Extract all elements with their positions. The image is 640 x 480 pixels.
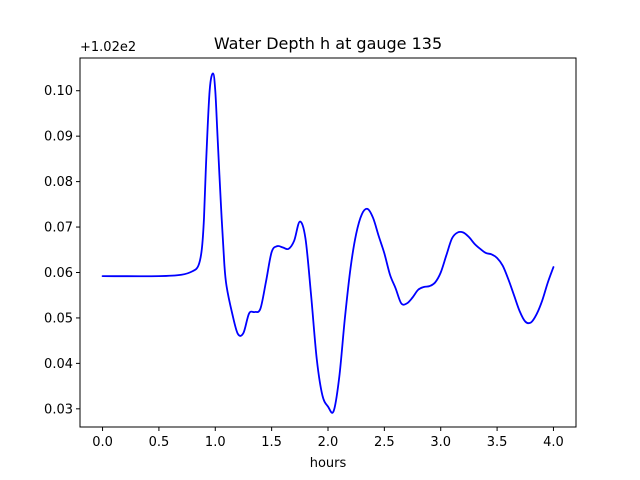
series-line-water-depth	[101, 72, 555, 414]
y-tick-label: 0.04	[44, 357, 73, 372]
y-offset-label: +1.02e2	[80, 40, 136, 55]
y-tick-label: 0.08	[44, 175, 73, 190]
x-axis-label: hours	[310, 456, 347, 471]
x-tick-label: 1.0	[205, 435, 226, 450]
y-tick-label: 0.09	[44, 130, 73, 145]
x-tick-label: 3.0	[430, 435, 451, 450]
plot-area	[101, 72, 555, 414]
x-tick-label: 2.0	[318, 435, 339, 450]
x-tick-label: 1.5	[261, 435, 282, 450]
y-axis: 0.03 0.04 0.05 0.06 0.07 0.08 0.09 0.10	[44, 84, 80, 417]
y-tick-label: 0.06	[44, 266, 73, 281]
y-tick-label: 0.10	[44, 84, 73, 99]
x-tick-label: 4.0	[543, 435, 564, 450]
x-tick-label: 2.5	[374, 435, 395, 450]
x-tick-label: 0.0	[92, 435, 113, 450]
y-tick-label: 0.05	[44, 311, 73, 326]
x-tick-label: 0.5	[149, 435, 170, 450]
y-tick-label: 0.07	[44, 221, 73, 236]
x-axis: 0.0 0.5 1.0 1.5 2.0 2.5 3.0 3.5 4.0	[92, 427, 564, 450]
plot-frame	[79, 57, 577, 428]
y-tick-label: 0.03	[44, 402, 73, 417]
chart-title: Water Depth h at gauge 135	[214, 34, 442, 53]
x-tick-label: 3.5	[487, 435, 508, 450]
